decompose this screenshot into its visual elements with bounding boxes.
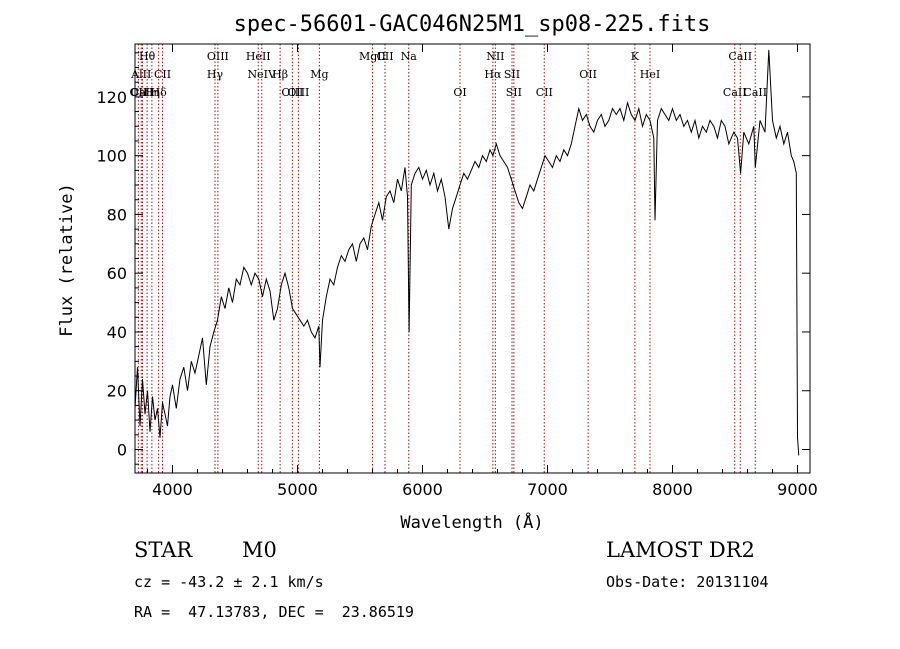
spectral-line-label: OII [130, 86, 148, 99]
spectral-line-label: OI [453, 86, 466, 99]
spectral-line-label: CII [154, 68, 171, 81]
spectral-line-label: Mg [310, 68, 328, 81]
spectral-line-label: CII [376, 50, 393, 63]
sky-coordinates: RA = 47.13783, DEC = 23.86519 [134, 603, 414, 621]
survey-name: LAMOST DR2 [606, 538, 755, 562]
spectral-line-label: OIII [207, 50, 229, 63]
x-tick-label: 7000 [527, 480, 568, 499]
spectral-line-label: MgII [359, 50, 386, 63]
spectral-line-markers [137, 44, 756, 473]
x-tick-label: 9000 [777, 480, 818, 499]
spectral-line-label: Hδ [151, 86, 168, 99]
spectral-line-label: NeIV [248, 68, 277, 81]
redshift-velocity: cz = -43.2 ± 2.1 km/s [134, 573, 324, 591]
y-tick-label: 40 [107, 323, 127, 342]
spectral-line-label: HeII [246, 50, 271, 63]
spectral-line-label: CaII [131, 86, 155, 99]
spectral-line-label: HeI [640, 68, 660, 81]
y-tick-label: 80 [107, 205, 127, 224]
spectral-line-label: CaII [743, 86, 767, 99]
spectral-line-labels: HθAlIIOIIHηCaIIHδCIIOIIIHγHeIINeIVHβOIII… [130, 50, 768, 99]
x-tick-label: 5000 [277, 480, 318, 499]
x-tick-label: 8000 [652, 480, 693, 499]
spectral-line-label: OIII [287, 86, 309, 99]
spectral-line-label: Hθ [139, 50, 156, 63]
y-tick-label: 120 [96, 88, 127, 107]
spectral-line-label: Na [401, 50, 418, 63]
x-tick-label: 6000 [402, 480, 443, 499]
x-axis-label: Wavelength (Å) [400, 511, 543, 533]
spectral-line-label: OIII [281, 86, 303, 99]
spectral-line-label: AlII [130, 68, 151, 81]
spectral-line-label: SII [504, 68, 520, 81]
spectral-line-label: Hβ [272, 68, 288, 81]
spectral-line-label: NII [486, 50, 504, 63]
spectral-line-label: SII [506, 86, 522, 99]
spectral-line-label: CaII [723, 86, 747, 99]
object-class: STAR [134, 538, 193, 562]
chart-title: spec-56601-GAC046N25M1_sp08-225.fits [234, 12, 711, 37]
spectrum-line [134, 49, 800, 456]
y-tick-label: 0 [117, 440, 127, 459]
x-tick-label: 4000 [152, 480, 193, 499]
y-axis-label: Flux (relative) [57, 183, 77, 337]
spectral-line-label: Hα [484, 68, 502, 81]
spectral-line-label: CII [536, 86, 553, 99]
spectral-line-label: CaII [728, 50, 752, 63]
y-tick-label: 60 [107, 264, 127, 283]
y-tick-label: 20 [107, 382, 127, 401]
y-tick-label: 100 [96, 147, 127, 166]
y-axis-ticks: 0 20 40 60 80 100 120 [96, 52, 810, 465]
spectral-line-label: Hη [144, 86, 160, 99]
spectral-line-label: Hγ [207, 68, 224, 81]
plot-frame [134, 43, 811, 474]
spectral-line-label: K [631, 50, 640, 63]
x-axis-ticks: 4000 5000 6000 7000 8000 9000 [147, 44, 818, 499]
spectral-line-label: OII [579, 68, 597, 81]
observation-date: Obs-Date: 20131104 [606, 573, 769, 591]
object-subclass: M0 [242, 538, 277, 562]
